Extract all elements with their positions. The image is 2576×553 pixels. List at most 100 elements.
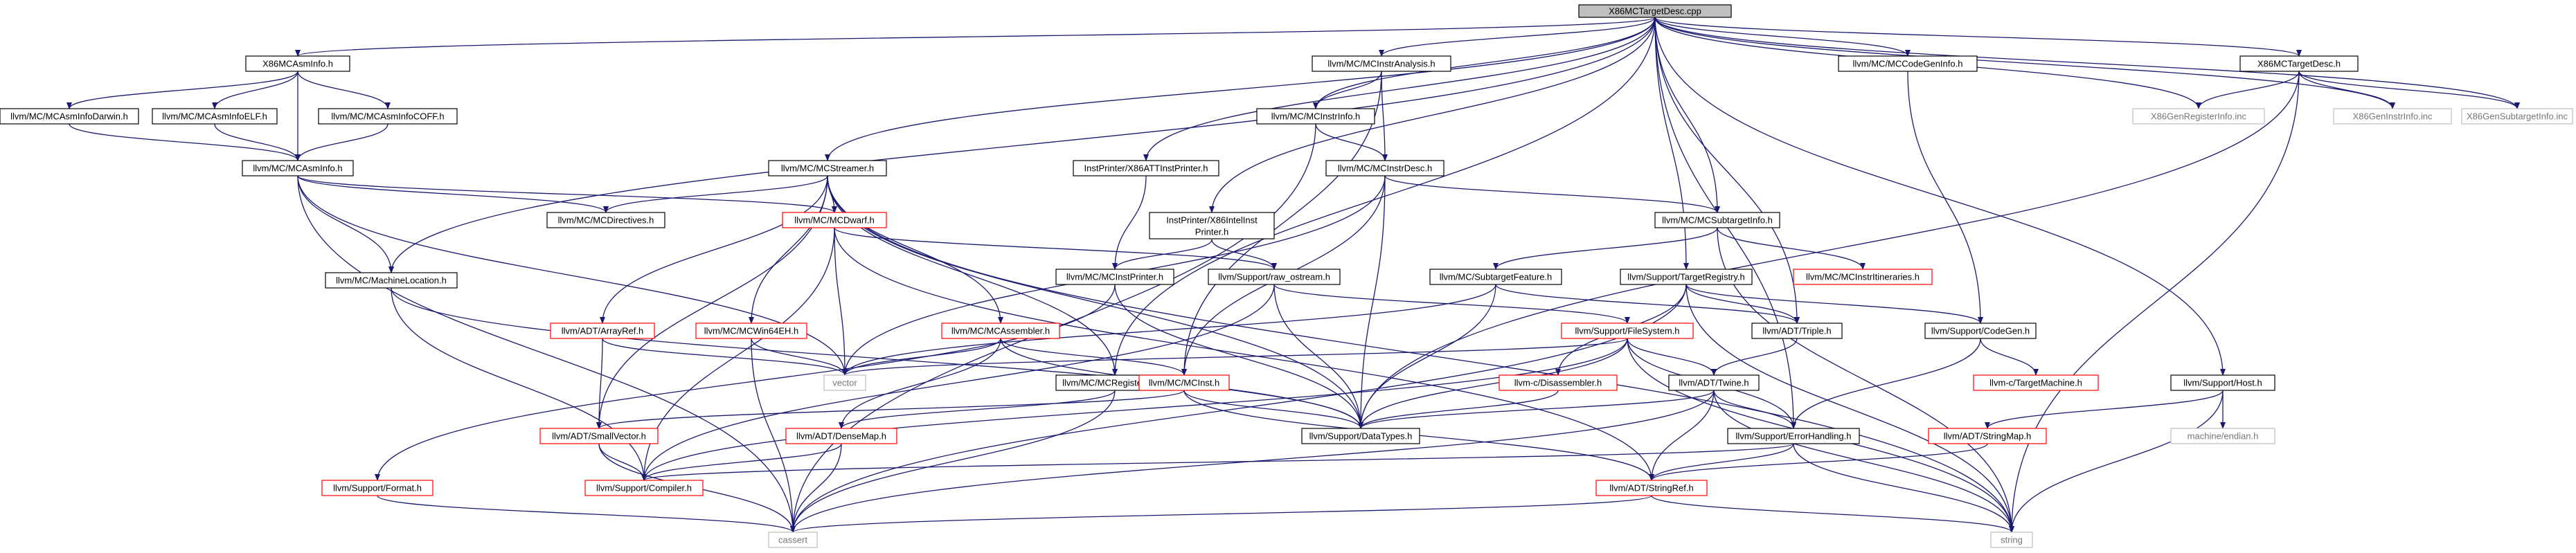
node-box: [245, 55, 350, 72]
node-subtargetfeature[interactable]: llvm/MC/SubtargetFeature.h: [1429, 269, 1562, 285]
edge-x86asminfo-to-asminfocoff: [297, 71, 391, 109]
node-errorhandling[interactable]: llvm/Support/ErrorHandling.h: [1727, 428, 1860, 444]
edge-root-to-att: [1143, 17, 1656, 161]
node-stringref[interactable]: llvm/ADT/StringRef.h: [1595, 480, 1708, 496]
node-asminfocoff[interactable]: llvm/MC/MCAsmInfoCOFF.h: [318, 108, 458, 125]
edge: [297, 175, 609, 213]
node-label: llvm/MC/MCAsmInfo.h: [253, 163, 342, 174]
node-vector[interactable]: vector: [823, 374, 866, 391]
node-mcinstprinter[interactable]: llvm/MC/MCInstPrinter.h: [1055, 269, 1174, 285]
node-label: llvm/ADT/ArrayRef.h: [562, 326, 643, 336]
node-triple[interactable]: llvm/ADT/Triple.h: [1751, 323, 1843, 339]
edge-win64eh-to-cassert: [751, 338, 796, 533]
node-label: InstPrinter/X86IntelInst: [1166, 215, 1258, 226]
node-box: [1055, 269, 1174, 285]
node-machineloc[interactable]: llvm/MC/MachineLocation.h: [325, 272, 458, 289]
node-label: llvm/ADT/Triple.h: [1762, 326, 1831, 336]
node-instranalysis[interactable]: llvm/MC/MCInstrAnalysis.h: [1312, 55, 1451, 72]
node-x86targetdesc_h[interactable]: X86MCTargetDesc.h: [2239, 55, 2359, 72]
edge: [842, 338, 1628, 376]
node-box: [1429, 269, 1562, 285]
node-host[interactable]: llvm/Support/Host.h: [2170, 374, 2275, 391]
edge: [842, 338, 1001, 376]
node-codegen[interactable]: llvm/Support/CodeGen.h: [1924, 323, 2037, 339]
edge: [375, 284, 1116, 481]
node-box: [2333, 108, 2452, 125]
node-asminfodarwin[interactable]: llvm/MC/MCAsmInfoDarwin.h: [0, 108, 139, 125]
edge: [1980, 338, 2039, 376]
node-format[interactable]: llvm/Support/Format.h: [321, 480, 433, 496]
node-box: [1838, 55, 1978, 72]
node-compiler[interactable]: llvm/Support/Compiler.h: [584, 480, 704, 496]
edge-intel1-to-rawostream: [1211, 239, 1277, 270]
edge: [297, 175, 394, 273]
node-filesystem[interactable]: llvm/Support/FileSystem.h: [1561, 323, 1694, 339]
node-box: [1561, 323, 1694, 339]
edge-mcstreamer-to-mcdirectives: [603, 175, 828, 213]
edge: [2009, 71, 2300, 533]
node-arrayref[interactable]: llvm/ADT/ArrayRef.h: [550, 323, 655, 339]
node-intel1[interactable]: InstPrinter/X86IntelInst: [1149, 212, 1275, 239]
node-twine[interactable]: llvm/ADT/Twine.h: [1668, 374, 1760, 391]
node-box: [1073, 160, 1219, 176]
edge: [834, 227, 848, 376]
node-string[interactable]: string: [1990, 532, 2033, 548]
node-box: [768, 532, 818, 548]
edge: [1717, 227, 2014, 533]
node-rawostream[interactable]: llvm/Support/raw_ostream.h: [1208, 269, 1341, 285]
node-subtargetinfo[interactable]: llvm/MC/MCSubtargetInfo.h: [1654, 212, 1780, 228]
node-asminfoelf[interactable]: llvm/MC/MCAsmInfoELF.h: [152, 108, 278, 125]
node-codegeninfo[interactable]: llvm/MC/MCCodeGenInfo.h: [1838, 55, 1978, 72]
edge-codegeninfo-to-codegen: [1907, 71, 1983, 324]
node-mcinstrinfo[interactable]: llvm/MC/MCInstrInfo.h: [1256, 108, 1375, 125]
node-gensubtarget[interactable]: X86GenSubtargetInfo.inc: [2461, 108, 2573, 125]
node-box: [2239, 55, 2359, 72]
node-intel2[interactable]: Printer.h: [1195, 227, 1228, 237]
node-label: llvm/MC/MCInstrInfo.h: [1271, 111, 1361, 122]
edge: [1384, 175, 1720, 213]
node-mcasminfo[interactable]: llvm/MC/MCAsmInfo.h: [242, 160, 354, 176]
node-stringmap[interactable]: llvm/ADT/StringMap.h: [1928, 428, 2047, 444]
node-box: [1208, 269, 1341, 285]
node-disassembler[interactable]: llvm-c/Disassembler.h: [1499, 374, 1618, 391]
node-label: X86MCAsmInfo.h: [262, 59, 333, 69]
node-targetregistry[interactable]: llvm/Support/TargetRegistry.h: [1620, 269, 1753, 285]
edge-host-to-stringmap: [1985, 390, 2224, 429]
node-instritin[interactable]: llvm/MC/MCInstrItineraries.h: [1793, 269, 1933, 285]
node-label: llvm/MC/SubtargetFeature.h: [1440, 272, 1553, 282]
edge-x86asminfo-to-asminfodarwin: [66, 71, 298, 109]
edge-host-to-string: [2009, 390, 2224, 533]
edge: [641, 338, 1628, 481]
node-box: [550, 323, 655, 339]
node-densemap[interactable]: llvm/ADT/DenseMap.h: [785, 428, 897, 444]
node-mcinst[interactable]: llvm/MC/MCInst.h: [1138, 374, 1230, 391]
node-label: llvm/MC/MCWin64EH.h: [704, 326, 799, 336]
node-smallvector[interactable]: llvm/ADT/SmallVector.h: [539, 428, 659, 444]
edge: [1381, 71, 1388, 161]
edge: [749, 175, 828, 324]
edge-win64eh-to-vector: [751, 338, 848, 376]
node-label: llvm-c/TargetMachine.h: [1989, 378, 2082, 388]
node-cassert[interactable]: cassert: [768, 532, 818, 548]
node-mcdirectives[interactable]: llvm/MC/MCDirectives.h: [546, 212, 665, 228]
node-label: llvm/Support/Compiler.h: [596, 483, 692, 493]
edge-codegen-to-errorhandling: [1791, 338, 1981, 429]
node-endian[interactable]: machine/endian.h: [2170, 428, 2275, 444]
edge-targetregistry-to-string: [1685, 284, 2014, 533]
edge: [1654, 17, 2520, 109]
node-mcdwarf[interactable]: llvm/MC/MCDwarf.h: [782, 212, 887, 228]
node-mcassembler[interactable]: llvm/MC/MCAssembler.h: [941, 323, 1060, 339]
edge: [839, 390, 1116, 429]
edge-mcassembler-to-densemap: [839, 338, 1001, 429]
node-att[interactable]: InstPrinter/X86ATTInstPrinter.h: [1073, 160, 1219, 176]
edge-stringref-to-string: [1651, 495, 2014, 533]
node-genreginfo[interactable]: X86GenRegisterInfo.inc: [2132, 108, 2265, 125]
node-mcstreamer[interactable]: llvm/MC/MCStreamer.h: [768, 160, 887, 176]
edge-subtargetfeature-to-datatypes: [1358, 284, 1496, 429]
node-win64eh[interactable]: llvm/MC/MCWin64EH.h: [695, 323, 807, 339]
node-mcinstrdesc[interactable]: llvm/MC/MCInstrDesc.h: [1325, 160, 1444, 176]
node-x86asminfo[interactable]: X86MCAsmInfo.h: [245, 55, 350, 72]
node-datatypes[interactable]: llvm/Support/DataTypes.h: [1301, 428, 1420, 444]
node-geninstrinfo[interactable]: X86GenInstrInfo.inc: [2333, 108, 2452, 125]
node-targetmachine[interactable]: llvm-c/TargetMachine.h: [1973, 374, 2099, 391]
